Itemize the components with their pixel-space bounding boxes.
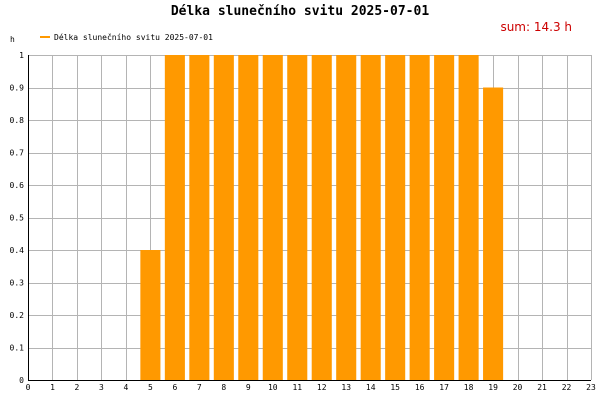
y-tick-label: 0.9 [10, 84, 25, 93]
bar [213, 55, 234, 380]
x-tick-label: 1 [50, 383, 55, 392]
bars [140, 55, 504, 380]
x-tick-label: 17 [439, 383, 449, 392]
y-tick-labels: 0 0.1 0.2 0.3 0.4 0.5 0.6 0.7 0.8 0.9 1 [10, 51, 25, 385]
sum-label: sum: 14.3 h [500, 20, 572, 34]
grid [28, 55, 592, 381]
chart-title: Délka slunečního svitu 2025-07-01 [171, 4, 429, 19]
y-tick-label: 0.6 [10, 181, 25, 190]
x-tick-label: 11 [292, 383, 302, 392]
x-tick-label: 13 [341, 383, 351, 392]
x-tick-label: 9 [246, 383, 251, 392]
x-tick-label: 8 [221, 383, 226, 392]
x-tick-label: 19 [488, 383, 498, 392]
bar [458, 55, 479, 380]
bar [287, 55, 308, 380]
x-tick-label: 10 [268, 383, 278, 392]
axes [28, 55, 591, 381]
bar [336, 55, 357, 380]
x-tick-label: 4 [123, 383, 128, 392]
x-tick-label: 18 [464, 383, 474, 392]
x-tick-label: 5 [148, 383, 153, 392]
x-tick-label: 0 [26, 383, 31, 392]
y-tick-label: 0.3 [10, 279, 25, 288]
bar [262, 55, 283, 380]
x-tick-label: 20 [513, 383, 523, 392]
x-tick-label: 23 [586, 383, 596, 392]
legend: Délka slunečního svitu 2025-07-01 [40, 32, 213, 42]
y-tick-label: 0.8 [10, 116, 25, 125]
y-tick-label: 0.7 [10, 149, 25, 158]
bar [140, 250, 161, 380]
bar [409, 55, 430, 380]
bar [189, 55, 210, 380]
bar [238, 55, 259, 380]
bar [360, 55, 381, 380]
y-tick-label: 0.1 [10, 344, 25, 353]
bar [483, 87, 504, 380]
x-tick-label: 15 [390, 383, 400, 392]
x-tick-label: 2 [75, 383, 80, 392]
bar [311, 55, 332, 380]
x-tick-label: 16 [415, 383, 425, 392]
bar [434, 55, 455, 380]
y-tick-label: 0.4 [10, 246, 25, 255]
bar [385, 55, 406, 380]
x-tick-label: 6 [172, 383, 177, 392]
legend-entry: Délka slunečního svitu 2025-07-01 [54, 32, 213, 42]
x-tick-label: 22 [562, 383, 572, 392]
bar [164, 55, 185, 380]
y-tick-label: 0 [19, 376, 24, 385]
y-tick-label: 1 [19, 51, 24, 60]
y-tick-label: 0.5 [10, 214, 25, 223]
x-tick-label: 7 [197, 383, 202, 392]
x-tick-label: 3 [99, 383, 104, 392]
x-tick-label: 12 [317, 383, 327, 392]
x-tick-label: 21 [537, 383, 547, 392]
x-tick-label: 14 [366, 383, 376, 392]
y-axis-label: h [10, 35, 15, 44]
x-tick-labels: 0 1 2 3 4 5 6 7 8 9 10 11 12 13 14 15 16 17 18 19 20 21 22 23 [26, 383, 596, 392]
y-tick-label: 0.2 [10, 311, 25, 320]
